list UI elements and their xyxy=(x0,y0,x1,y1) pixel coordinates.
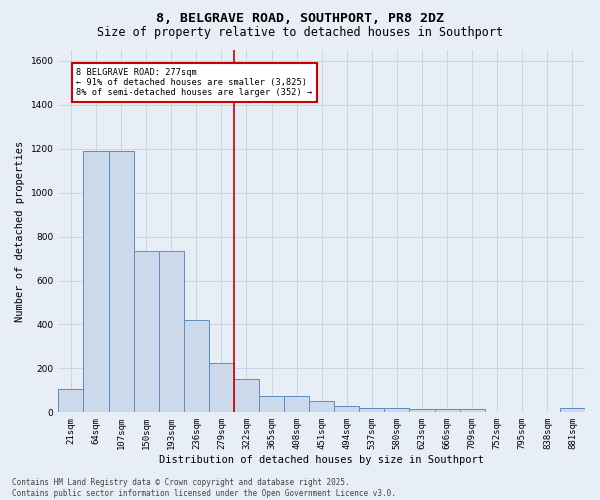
Bar xyxy=(409,409,434,412)
Text: 8, BELGRAVE ROAD, SOUTHPORT, PR8 2DZ: 8, BELGRAVE ROAD, SOUTHPORT, PR8 2DZ xyxy=(156,12,444,26)
Text: Size of property relative to detached houses in Southport: Size of property relative to detached ho… xyxy=(97,26,503,39)
Bar xyxy=(83,151,109,412)
Bar xyxy=(159,251,184,412)
Bar xyxy=(58,388,83,412)
X-axis label: Distribution of detached houses by size in Southport: Distribution of detached houses by size … xyxy=(159,455,484,465)
Bar xyxy=(434,409,460,412)
Bar xyxy=(259,396,284,412)
Bar xyxy=(560,408,585,412)
Bar xyxy=(209,363,234,412)
Text: Contains HM Land Registry data © Crown copyright and database right 2025.
Contai: Contains HM Land Registry data © Crown c… xyxy=(12,478,396,498)
Bar xyxy=(460,409,485,412)
Bar xyxy=(309,402,334,412)
Bar xyxy=(284,396,309,412)
Y-axis label: Number of detached properties: Number of detached properties xyxy=(15,140,25,322)
Bar xyxy=(359,408,385,412)
Text: 8 BELGRAVE ROAD: 277sqm
← 91% of detached houses are smaller (3,825)
8% of semi-: 8 BELGRAVE ROAD: 277sqm ← 91% of detache… xyxy=(76,68,313,98)
Bar xyxy=(385,408,409,412)
Bar xyxy=(109,151,134,412)
Bar xyxy=(234,380,259,412)
Bar xyxy=(184,320,209,412)
Bar xyxy=(334,406,359,412)
Bar xyxy=(134,251,159,412)
